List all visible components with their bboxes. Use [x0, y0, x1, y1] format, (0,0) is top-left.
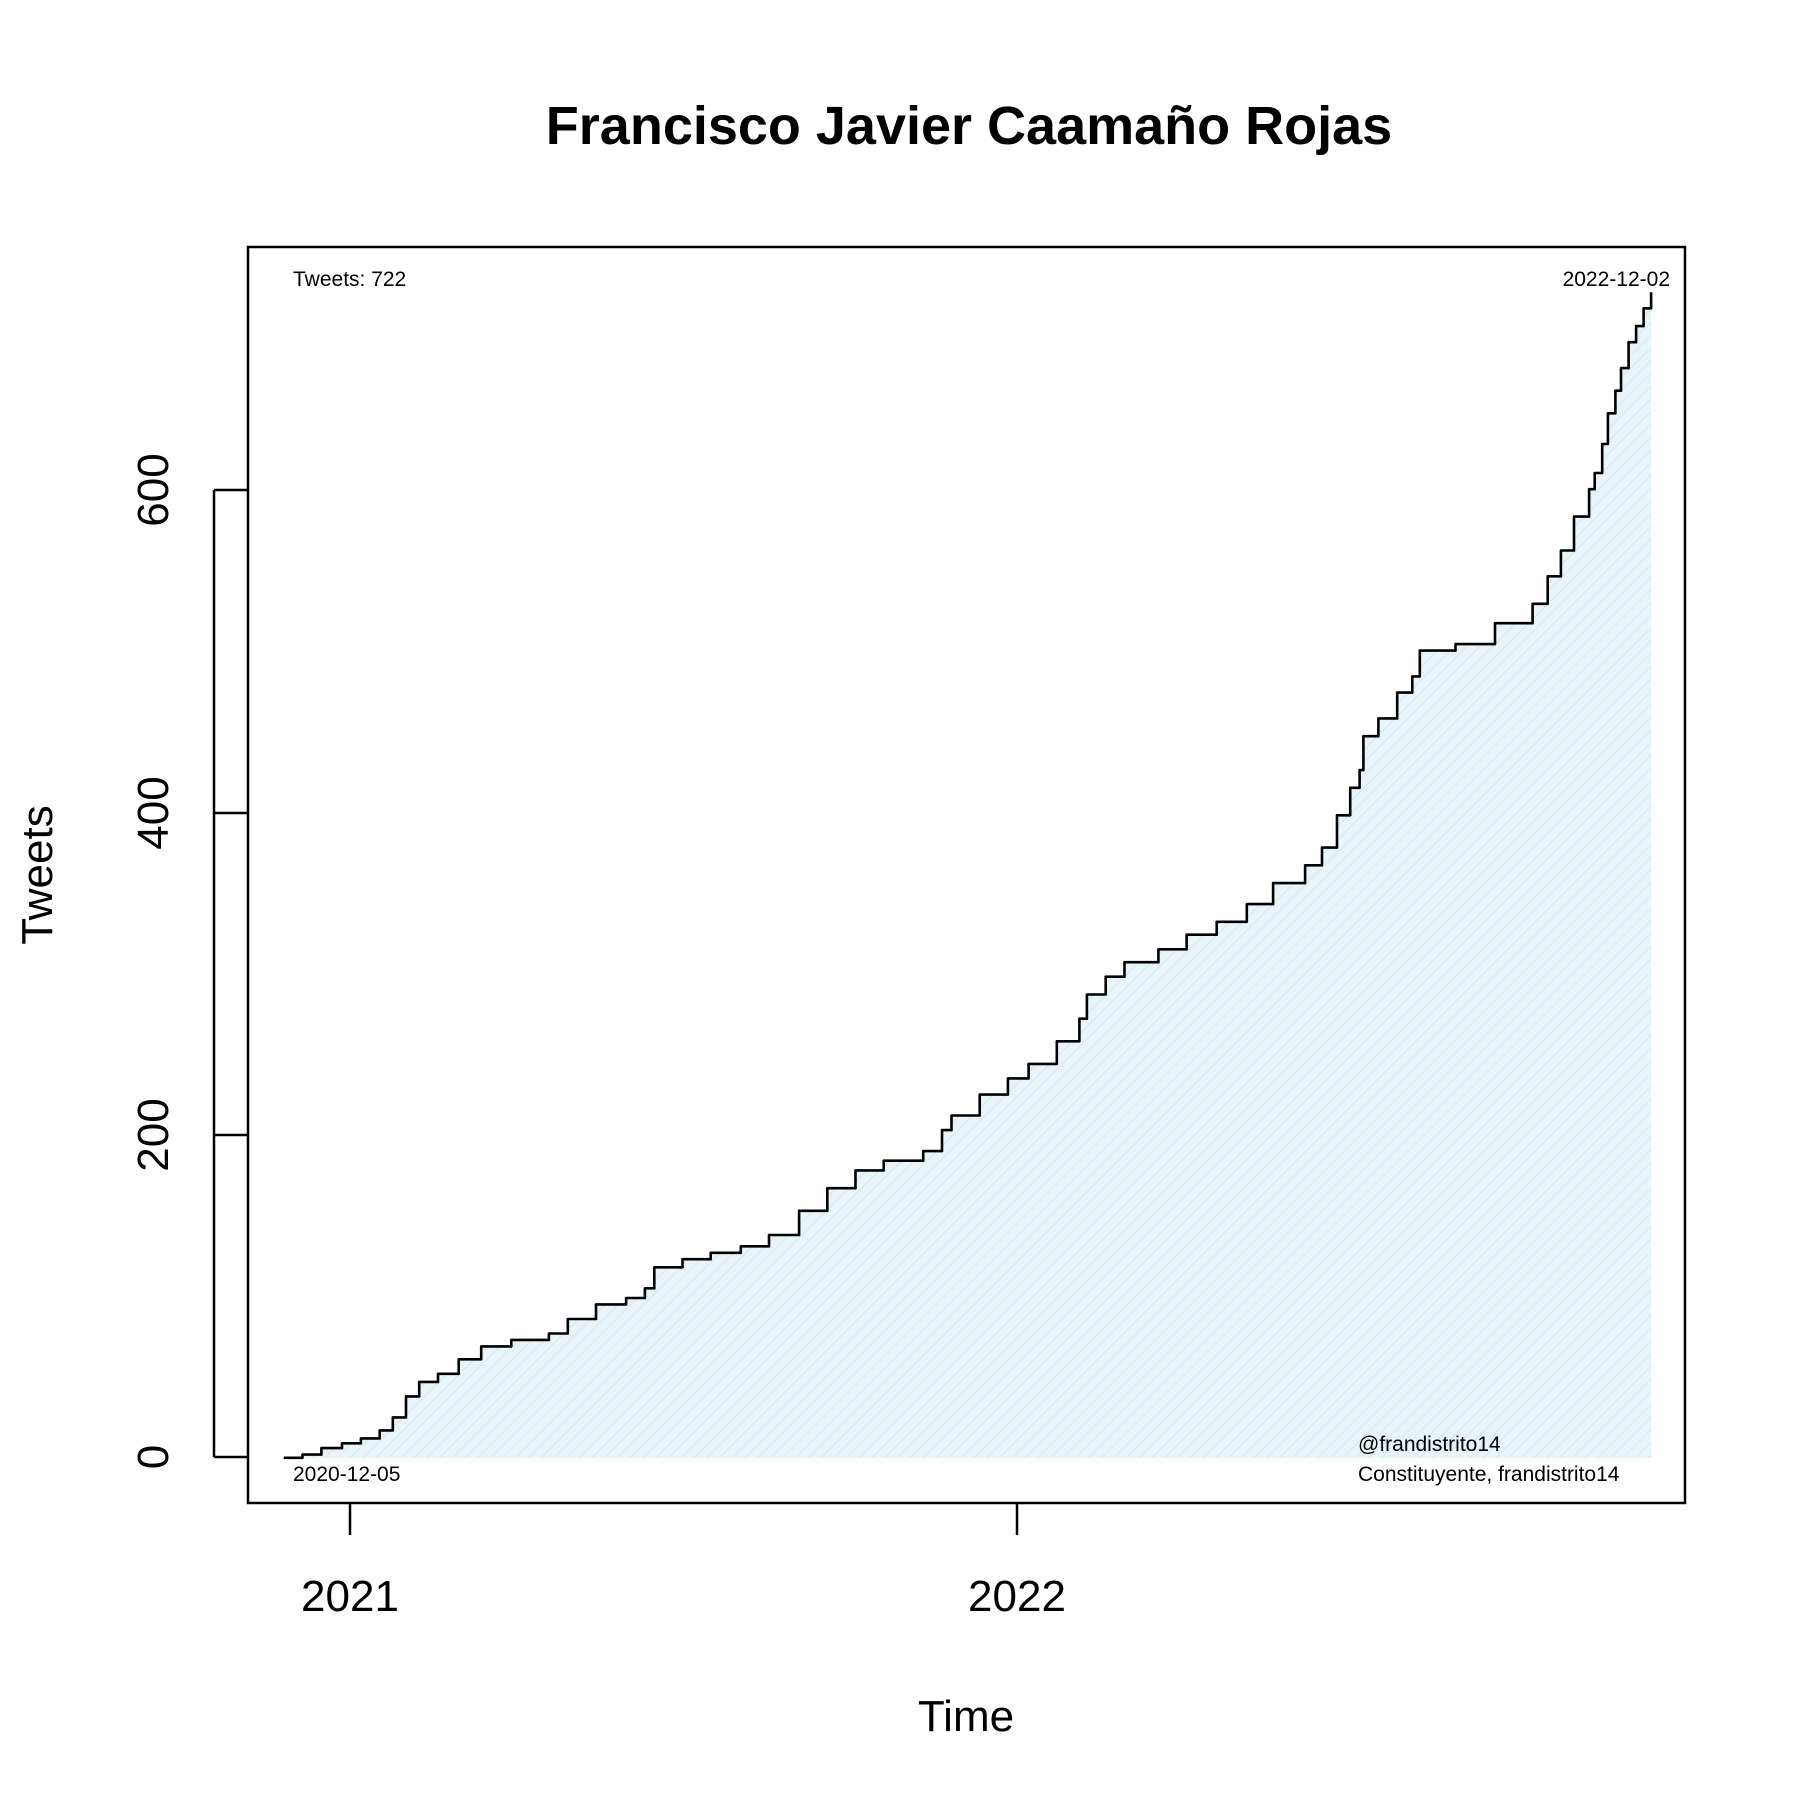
start-date-annotation: 2020-12-05 — [293, 1463, 400, 1486]
x-tick-label-2022: 2022 — [968, 1572, 1066, 1621]
cumulative-tweets-line — [283, 292, 1653, 1460]
plot-frame — [246, 245, 1687, 1505]
y-tick-label-200: 200 — [129, 1098, 178, 1171]
y-tick-label-0: 0 — [129, 1445, 178, 1469]
y-tick-label-400: 400 — [129, 776, 178, 849]
area-fill — [283, 292, 1652, 1458]
handle-annotation: @frandistrito14 — [1358, 1433, 1501, 1456]
tweet-count-annotation: Tweets: 722 — [293, 268, 406, 291]
x-axis-label: Time — [918, 1692, 1014, 1741]
plot-area — [283, 292, 1653, 1460]
x-axis: 2021 2022 — [301, 1503, 1066, 1621]
chart-title: Francisco Javier Caamaño Rojas — [546, 96, 1392, 156]
end-date-annotation: 2022-12-02 — [1563, 268, 1670, 291]
y-axis: 0 200 400 600 — [129, 453, 248, 1469]
description-annotation: Constituyente, frandistrito14 — [1358, 1463, 1620, 1486]
y-axis-label: Tweets — [13, 805, 62, 944]
x-tick-label-2021: 2021 — [301, 1572, 399, 1621]
y-tick-label-600: 600 — [129, 453, 178, 526]
